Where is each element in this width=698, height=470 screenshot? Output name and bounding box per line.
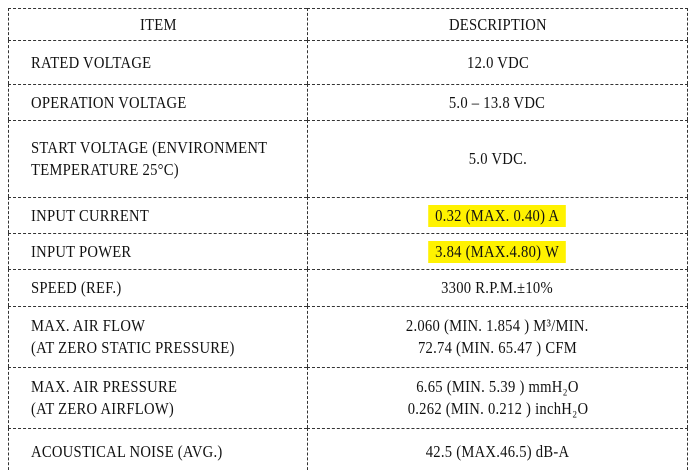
cell-text: (AT ZERO STATIC PRESSURE) <box>31 338 235 357</box>
description-cell: 5.0 – 13.8 VDC <box>307 84 688 120</box>
description-cell: 2.060 (MIN. 1.854 ) M³/MIN. 72.74 (MIN. 6… <box>307 306 688 367</box>
cell-text: START VOLTAGE (ENVIRONMENT <box>31 138 268 157</box>
cell-text: INPUT POWER <box>31 241 132 261</box>
cell-text: (AT ZERO AIRFLOW) <box>31 399 175 418</box>
item-cell: MAX. AIR FLOW (AT ZERO STATIC PRESSURE) <box>8 306 307 367</box>
cell-text: MAX. AIR PRESSURE <box>31 377 178 396</box>
cell-text: 72.74 (MIN. 65.47 ) CFM <box>417 338 578 357</box>
cell-text: MAX. AIR FLOW <box>31 316 146 335</box>
header-cell: DESCRIPTION <box>307 8 688 40</box>
cell-text: TEMPERATURE 25°C) <box>31 160 179 179</box>
description-cell: 3.84 (MAX.4.80) W <box>307 233 688 269</box>
cell-text: INPUT CURRENT <box>31 205 150 225</box>
description-cell: 0.32 (MAX. 0.40) A <box>307 197 688 233</box>
item-cell: MAX. AIR PRESSURE (AT ZERO AIRFLOW) <box>8 367 307 428</box>
cell-text: 0.32 (MAX. 0.40) A <box>428 204 567 227</box>
cell-text: 5.0 VDC. <box>468 149 527 168</box>
cell-text: OPERATION VOLTAGE <box>31 92 187 112</box>
cell-text: ITEM <box>139 14 177 34</box>
cell-text: 5.0 – 13.8 VDC <box>449 92 546 112</box>
header-cell: ITEM <box>8 8 307 40</box>
cell-text: 0.262 (MIN. 0.212 ) inchH₂O <box>407 399 588 418</box>
item-cell: START VOLTAGE (ENVIRONMENT TEMPERATURE 25… <box>8 120 307 197</box>
item-cell: INPUT CURRENT <box>8 197 307 233</box>
item-cell: SPEED (REF.) <box>8 269 307 306</box>
cell-text: 2.060 (MIN. 1.854 ) M³/MIN. <box>406 316 589 335</box>
description-cell: 12.0 VDC <box>307 40 688 84</box>
item-cell: OPERATION VOLTAGE <box>8 84 307 120</box>
cell-text: SPEED (REF.) <box>31 278 122 297</box>
cell-text: ACOUSTICAL NOISE (AVG.) <box>31 442 223 461</box>
description-cell: 3300 R.P.M.±10% <box>307 269 688 306</box>
item-cell: INPUT POWER <box>8 233 307 269</box>
item-cell: ACOUSTICAL NOISE (AVG.) <box>8 428 307 470</box>
cell-text: 12.0 VDC <box>466 52 529 72</box>
cell-text: RATED VOLTAGE <box>31 52 152 72</box>
description-cell: 6.65 (MIN. 5.39 ) mmH₂O 0.262 (MIN. 0.212… <box>307 367 688 428</box>
description-cell: 5.0 VDC. <box>307 120 688 197</box>
cell-text: 3300 R.P.M.±10% <box>441 278 554 297</box>
item-cell: RATED VOLTAGE <box>8 40 307 84</box>
cell-text: 3.84 (MAX.4.80) W <box>428 240 567 263</box>
cell-text: 6.65 (MIN. 5.39 ) mmH₂O <box>416 377 579 396</box>
cell-text: DESCRIPTION <box>448 14 547 34</box>
cell-text: 42.5 (MAX.46.5) dB-A <box>425 442 570 461</box>
description-cell: 42.5 (MAX.46.5) dB-A <box>307 428 688 470</box>
